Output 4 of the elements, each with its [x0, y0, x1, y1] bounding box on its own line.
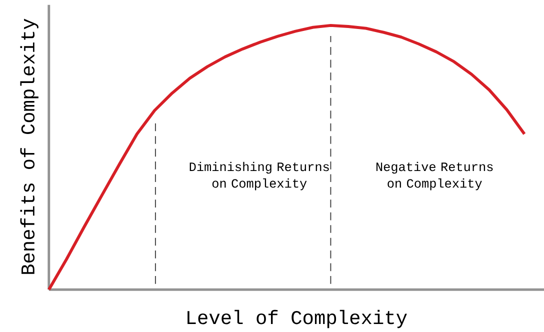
x-axis-title: Level of Complexity [188, 310, 407, 328]
annotation: Diminishing Returns on Complexity [190, 162, 329, 190]
annotation: Negative Returns on Complexity [376, 162, 493, 190]
y-axis-title: Benefits of Complexity [20, 18, 38, 274]
